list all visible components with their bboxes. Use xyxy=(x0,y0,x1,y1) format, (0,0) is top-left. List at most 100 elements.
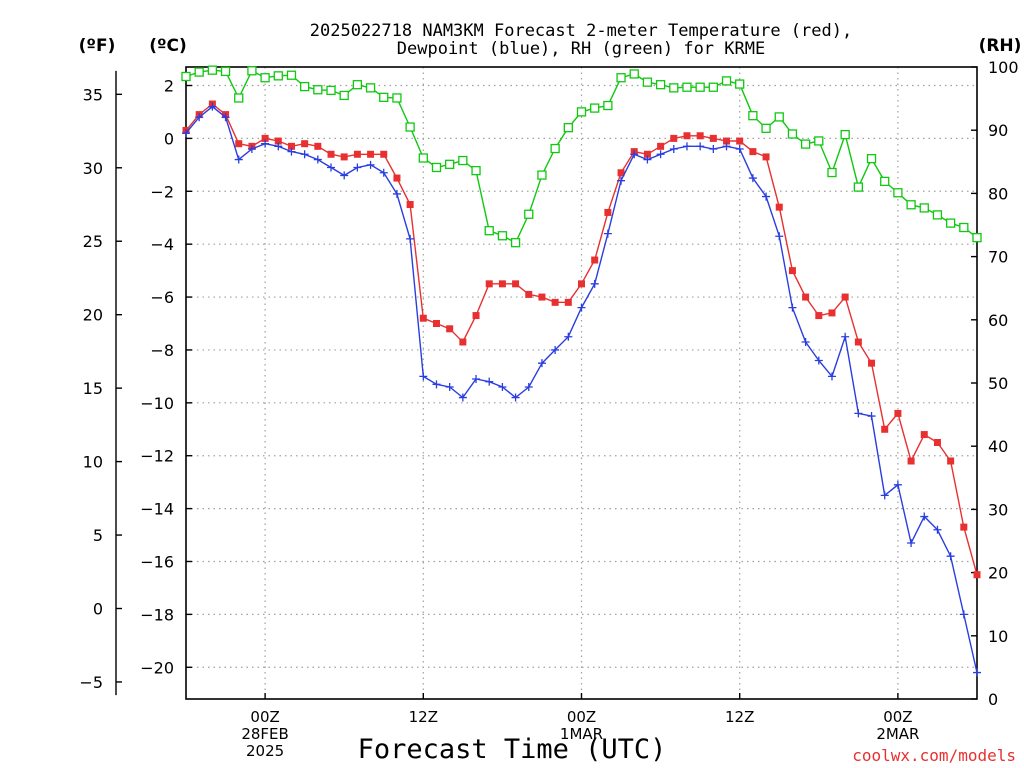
rh-point xyxy=(195,68,203,76)
temperature-point xyxy=(736,138,743,145)
rh-point xyxy=(802,140,810,148)
fahrenheit-tick-label: 10 xyxy=(83,453,103,472)
rh-point xyxy=(841,131,849,139)
rh-point xyxy=(788,130,796,138)
rh-point xyxy=(525,210,533,218)
rh-point xyxy=(353,81,361,89)
rh-tick-label: 80 xyxy=(988,184,1008,203)
celsius-tick-label: −2 xyxy=(150,182,174,201)
temperature-point xyxy=(354,151,361,158)
temperature-point xyxy=(776,204,783,211)
rh-point xyxy=(340,91,348,99)
celsius-unit-label: (ºC) xyxy=(149,36,187,56)
rh-point xyxy=(208,66,216,74)
rh-tick-label: 50 xyxy=(988,374,1008,393)
rh-point xyxy=(854,183,862,191)
rh-point xyxy=(498,232,506,240)
temperature-point xyxy=(380,151,387,158)
temperature-point xyxy=(683,132,690,139)
time-tick-label: 2MAR xyxy=(876,725,919,743)
temperature-point xyxy=(947,458,954,465)
rh-tick-label: 30 xyxy=(988,500,1008,519)
time-tick-label: 00Z xyxy=(250,708,279,726)
temperature-point xyxy=(525,291,532,298)
rh-point xyxy=(380,93,388,101)
rh-point xyxy=(657,81,665,89)
temperature-point xyxy=(552,299,559,306)
temperature-point xyxy=(301,140,308,147)
rh-point xyxy=(762,124,770,132)
temperature-point xyxy=(657,143,664,150)
fahrenheit-tick-label: 5 xyxy=(93,526,103,545)
temperature-point xyxy=(868,360,875,367)
rh-point xyxy=(775,113,783,121)
temperature-point xyxy=(934,439,941,446)
fahrenheit-tick-label: 25 xyxy=(83,232,103,251)
temperature-point xyxy=(393,175,400,182)
rh-point xyxy=(670,84,678,92)
celsius-tick-label: −12 xyxy=(140,447,174,466)
rh-point xyxy=(432,163,440,171)
rh-tick-label: 20 xyxy=(988,564,1008,583)
rh-point xyxy=(815,137,823,145)
rh-point xyxy=(287,71,295,79)
time-tick-label: 2025 xyxy=(246,742,284,760)
rh-point xyxy=(828,169,836,177)
rh-point xyxy=(643,78,651,86)
celsius-tick-label: 0 xyxy=(164,129,174,148)
rh-point xyxy=(248,67,256,75)
time-tick-label: 28FEB xyxy=(241,725,288,743)
celsius-tick-label: −18 xyxy=(140,605,174,624)
temperature-point xyxy=(565,299,572,306)
temperature-point xyxy=(908,458,915,465)
rh-point xyxy=(485,227,493,235)
rh-point xyxy=(261,74,269,82)
rh-point xyxy=(630,70,638,78)
rh-point xyxy=(604,102,612,110)
temperature-point xyxy=(855,339,862,346)
temperature-point xyxy=(802,294,809,301)
rh-tick-label: 40 xyxy=(988,437,1008,456)
rh-point xyxy=(274,72,282,80)
rh-point xyxy=(222,67,230,75)
rh-point xyxy=(564,124,572,132)
rh-point xyxy=(723,77,731,85)
temperature-point xyxy=(974,571,981,578)
rh-point xyxy=(235,94,243,102)
rh-point xyxy=(907,201,915,209)
fahrenheit-tick-label: 20 xyxy=(83,306,103,325)
temperature-point xyxy=(420,315,427,322)
temperature-point xyxy=(328,151,335,158)
rh-point xyxy=(419,154,427,162)
temperature-point xyxy=(749,148,756,155)
rh-point xyxy=(894,189,902,197)
temperature-point xyxy=(763,153,770,160)
time-tick-label: 00Z xyxy=(883,708,912,726)
temperature-point xyxy=(473,312,480,319)
temperature-point xyxy=(710,135,717,142)
fahrenheit-tick-label: 35 xyxy=(83,85,103,104)
temperature-point xyxy=(670,135,677,142)
fahrenheit-unit-label: (ºF) xyxy=(79,36,116,56)
rh-tick-label: 10 xyxy=(988,627,1008,646)
rh-tick-label: 100 xyxy=(988,58,1019,77)
rh-tick-label: 60 xyxy=(988,311,1008,330)
rh-point xyxy=(406,123,414,131)
rh-point xyxy=(709,83,717,91)
temperature-point xyxy=(591,257,598,264)
celsius-tick-label: −6 xyxy=(150,288,174,307)
temperature-point xyxy=(433,320,440,327)
credit-text: coolwx.com/models xyxy=(852,746,1016,765)
chart-title-line-2: Dewpoint (blue), RH (green) for KRME xyxy=(397,39,765,59)
temperature-point xyxy=(314,143,321,150)
temperature-point xyxy=(881,426,888,433)
temperature-point xyxy=(842,294,849,301)
temperature-point xyxy=(512,280,519,287)
temperature-point xyxy=(407,201,414,208)
fahrenheit-tick-label: 0 xyxy=(93,600,103,619)
chart: 2025022718 NAM3KM Forecast 2-meter Tempe… xyxy=(0,0,1024,768)
rh-point xyxy=(301,83,309,91)
rh-point xyxy=(960,224,968,232)
temperature-point xyxy=(486,280,493,287)
celsius-tick-label: −10 xyxy=(140,394,174,413)
